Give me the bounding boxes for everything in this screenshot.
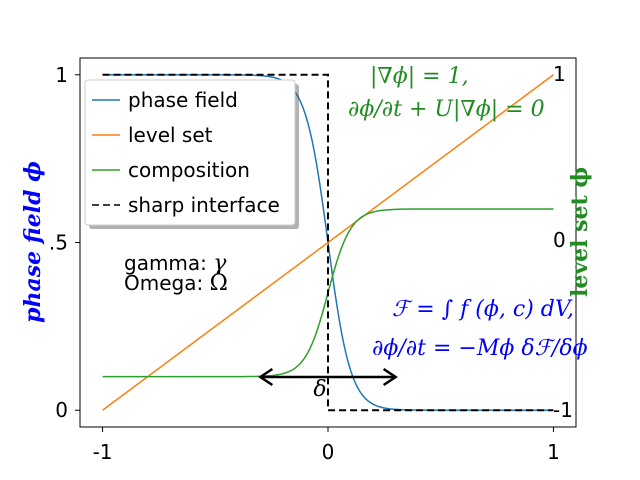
equation-free-energy: ℱ = ∫ f (ϕ, c) dV, [392,297,574,322]
equation-eikonal: |∇ϕ| = 1, [370,64,469,89]
legend-entry: composition [128,158,250,182]
y-tick-label: 1 [55,63,68,87]
y-tick-label: .5 [49,231,68,255]
chart: -1 0 1 0 .5 1 phase field ϕ phase field level se… [0,0,640,480]
right-axis: 1 0 -1 level set ϕ [553,62,593,422]
equation-allen-cahn: ∂ϕ/∂t = −Mϕ δℱ/δϕ [372,336,588,361]
y-axis-label: phase field ϕ [20,161,46,323]
legend-entry: phase field [128,88,238,112]
legend-entry: sharp interface [128,193,280,217]
x-tick-label: 1 [547,440,560,464]
plot-area: -1 0 1 0 .5 1 phase field ϕ phase field level se… [20,58,593,464]
legend-entry: level set [128,123,213,147]
y-tick-label: 0 [55,398,68,422]
right-tick-label: 0 [553,228,566,252]
legend: phase field level set composition sharp int… [85,80,299,229]
delta-label: δ [313,377,326,402]
x-tick-label: -1 [93,440,113,464]
right-axis-label: level set ϕ [567,167,593,297]
x-tick-label: 0 [322,440,335,464]
equation-level-set: ∂ϕ/∂t + U|∇ϕ| = 0 [348,97,545,122]
right-tick-label: -1 [553,398,573,422]
omega-label: Omega: Ω [124,271,228,296]
right-tick-label: 1 [553,62,566,86]
